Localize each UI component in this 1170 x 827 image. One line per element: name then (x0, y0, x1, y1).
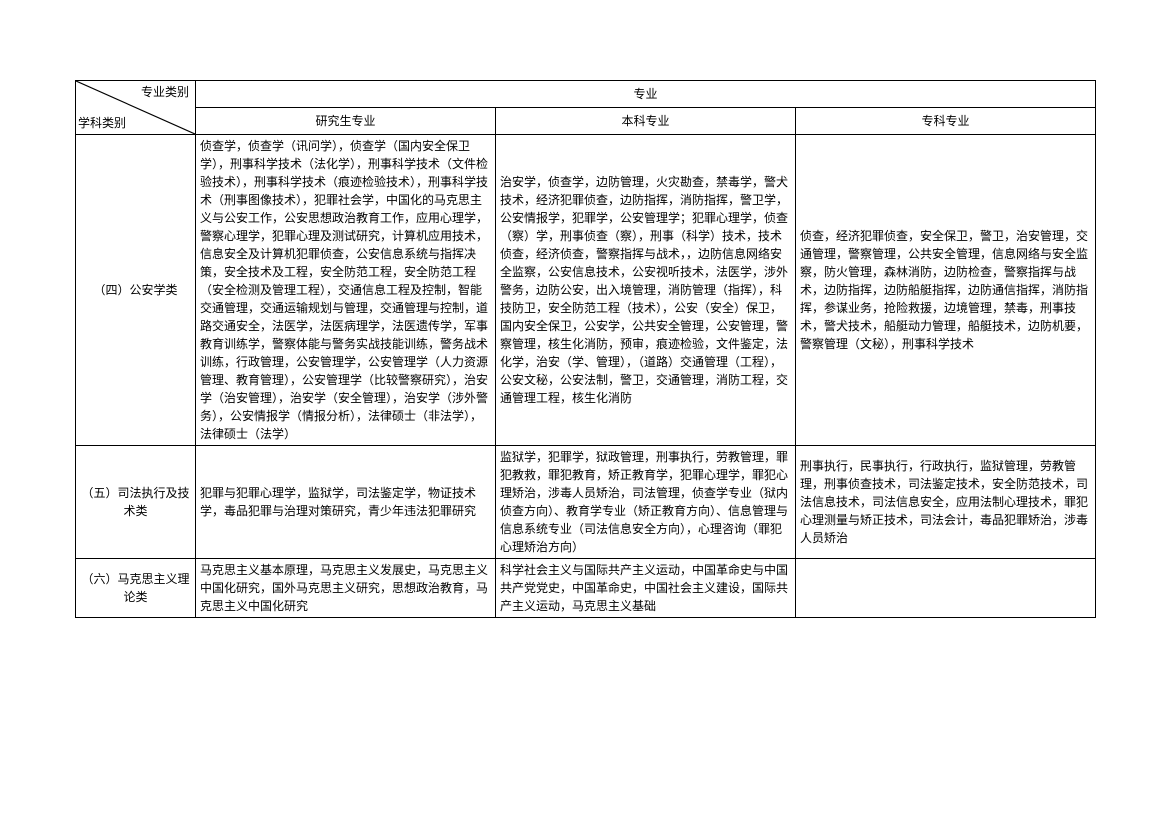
cell-under: 治安学，侦查学，边防管理，火灾勘查，禁毒学，警犬技术，经济犯罪侦查，边防指挥，消… (496, 135, 796, 446)
cell-spec (796, 559, 1096, 618)
cell-spec: 刑事执行，民事执行，行政执行，监狱管理，劳教管理，刑事侦查技术，司法鉴定技术，安… (796, 446, 1096, 559)
header-col-grad: 研究生专业 (196, 108, 496, 135)
diagonal-header: 专业类别 学科类别 (76, 81, 196, 135)
cell-spec: 侦查，经济犯罪侦查，安全保卫，警卫，治安管理，交通管理，警察管理，公共安全管理，… (796, 135, 1096, 446)
cell-grad: 犯罪与犯罪心理学，监狱学，司法鉴定学，物证技术学，毒品犯罪与治理对策研究，青少年… (196, 446, 496, 559)
header-col-under: 本科专业 (496, 108, 796, 135)
row-category: （五）司法执行及技术类 (76, 446, 196, 559)
header-col-spec: 专科专业 (796, 108, 1096, 135)
table-row: （五）司法执行及技术类 犯罪与犯罪心理学，监狱学，司法鉴定学，物证技术学，毒品犯… (76, 446, 1096, 559)
header-top: 专业 (196, 81, 1096, 108)
row-category: （六）马克思主义理论类 (76, 559, 196, 618)
cell-under: 科学社会主义与国际共产主义运动，中国革命史与中国共产党党史，中国革命史，中国社会… (496, 559, 796, 618)
cell-under: 监狱学，犯罪学，狱政管理，刑事执行，劳教管理，罪犯教救，罪犯教育，矫正教育学，犯… (496, 446, 796, 559)
row-category: （四）公安学类 (76, 135, 196, 446)
majors-table: 专业类别 学科类别 专业 研究生专业 本科专业 专科专业 （四）公安学类 侦查学… (75, 80, 1096, 618)
diag-bot-label: 学科类别 (78, 114, 126, 132)
diag-top-label: 专业类别 (141, 83, 189, 101)
table-row: （四）公安学类 侦查学，侦查学（讯问学），侦查学（国内安全保卫学），刑事科学技术… (76, 135, 1096, 446)
table-row: （六）马克思主义理论类 马克思主义基本原理，马克思主义发展史，马克思主义中国化研… (76, 559, 1096, 618)
cell-grad: 侦查学，侦查学（讯问学），侦查学（国内安全保卫学），刑事科学技术（法化学），刑事… (196, 135, 496, 446)
cell-grad: 马克思主义基本原理，马克思主义发展史，马克思主义中国化研究，国外马克思主义研究，… (196, 559, 496, 618)
